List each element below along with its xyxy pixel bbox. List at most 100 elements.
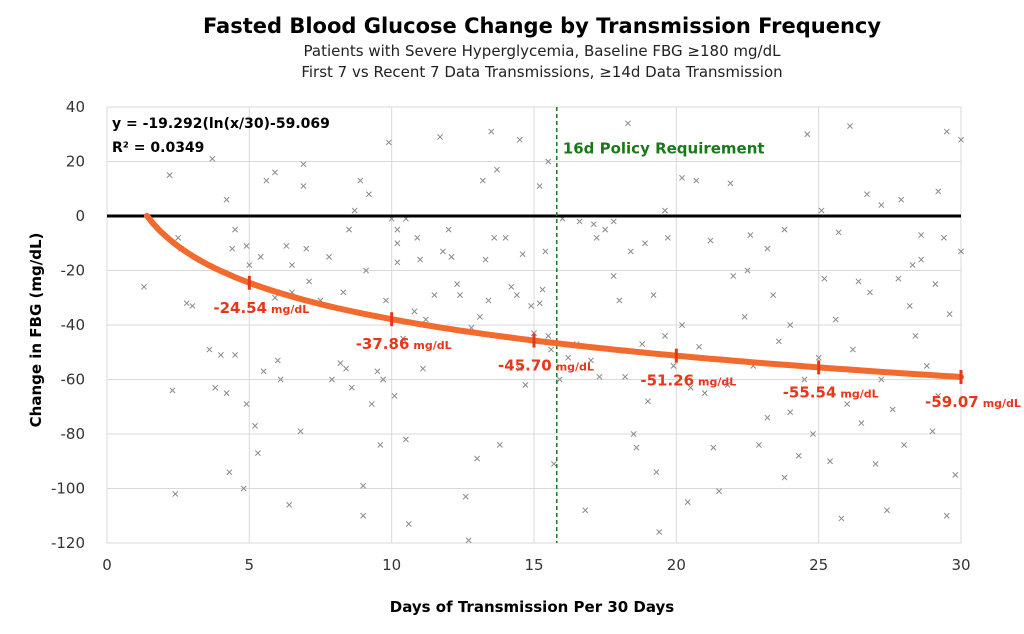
data-point	[482, 256, 489, 263]
data-point	[633, 444, 640, 451]
data-point	[727, 180, 734, 187]
data-point	[212, 384, 219, 391]
data-point	[232, 352, 239, 358]
data-point	[175, 234, 182, 241]
data-point	[832, 316, 839, 323]
data-point	[755, 441, 762, 448]
data-point	[357, 177, 364, 184]
data-point	[838, 515, 845, 522]
trend-equation: y = -19.292(ln(x/30)-59.069	[112, 116, 330, 132]
data-point	[257, 253, 264, 260]
data-point	[508, 283, 515, 290]
data-point	[687, 384, 694, 391]
x-tick-label: 25	[809, 556, 828, 574]
data-point	[545, 332, 552, 339]
data-point	[289, 262, 295, 269]
data-points	[141, 120, 964, 544]
x-tick-label: 5	[245, 556, 255, 574]
data-point	[340, 289, 347, 296]
data-point	[394, 240, 401, 247]
data-point	[360, 512, 367, 519]
data-point	[952, 471, 959, 478]
trend-value-label: -45.70 mg/dL	[498, 357, 594, 375]
data-point	[166, 172, 173, 179]
data-point	[932, 281, 939, 288]
data-point	[596, 373, 603, 380]
data-point	[528, 302, 535, 309]
data-point	[363, 267, 370, 274]
trend-value-label: -55.54 mg/dL	[783, 383, 879, 401]
data-point	[770, 292, 777, 298]
data-point	[630, 431, 637, 437]
data-point	[923, 362, 930, 369]
data-point	[958, 248, 964, 255]
data-point	[550, 461, 557, 467]
data-point	[522, 381, 529, 388]
y-tick-label: -40	[61, 316, 86, 334]
data-point	[741, 313, 748, 320]
data-point	[439, 248, 446, 255]
data-point	[889, 406, 896, 413]
data-point	[536, 300, 543, 307]
data-point	[884, 507, 890, 514]
data-point	[306, 278, 313, 285]
chart-subtitle-line-1: Patients with Severe Hyperglycemia, Base…	[303, 42, 781, 60]
data-point	[616, 297, 623, 304]
data-point	[374, 368, 381, 375]
data-point	[627, 248, 634, 255]
data-point	[866, 289, 873, 296]
data-point	[542, 248, 549, 255]
data-point	[602, 226, 609, 233]
data-point	[474, 455, 481, 462]
data-point	[775, 338, 782, 345]
y-tick-label: -80	[61, 425, 86, 443]
data-point	[929, 428, 936, 435]
data-point	[661, 332, 668, 339]
data-point	[940, 234, 947, 241]
trendline	[143, 212, 964, 380]
data-point	[707, 237, 714, 244]
data-point	[479, 177, 486, 184]
y-axis-label: Change in FBG (mg/dL)	[27, 232, 45, 428]
data-point	[300, 183, 307, 189]
data-point	[360, 482, 367, 489]
data-point	[670, 362, 677, 369]
data-point	[496, 441, 503, 448]
x-tick-label: 30	[951, 556, 970, 574]
data-point	[300, 161, 307, 168]
data-point	[385, 139, 392, 146]
data-point	[516, 136, 523, 143]
data-point	[513, 292, 520, 298]
data-point	[810, 431, 816, 437]
data-point	[827, 458, 834, 465]
x-tick-label: 20	[667, 556, 686, 574]
data-point	[821, 275, 828, 282]
data-point	[232, 226, 239, 233]
data-point	[849, 346, 856, 353]
data-point	[835, 229, 842, 236]
data-point	[476, 313, 483, 320]
data-point	[855, 278, 862, 285]
chart-title: Fasted Blood Glucose Change by Transmiss…	[202, 14, 882, 38]
data-point	[918, 256, 925, 263]
data-point	[536, 183, 543, 189]
data-point	[895, 275, 902, 282]
data-point	[693, 177, 700, 184]
data-point	[229, 245, 236, 252]
data-point	[243, 243, 250, 249]
data-point	[417, 256, 424, 263]
data-point	[246, 262, 253, 269]
data-point	[485, 297, 492, 304]
data-point	[909, 262, 916, 269]
data-point	[730, 272, 737, 279]
data-point	[206, 346, 213, 353]
data-point	[593, 234, 600, 241]
data-point	[898, 196, 905, 203]
data-point	[642, 240, 648, 247]
trend-value-label: -51.26 mg/dL	[640, 372, 736, 390]
data-point	[414, 234, 421, 241]
data-point	[271, 294, 278, 301]
data-point	[365, 191, 372, 198]
data-point	[650, 292, 657, 298]
data-point	[454, 281, 461, 288]
